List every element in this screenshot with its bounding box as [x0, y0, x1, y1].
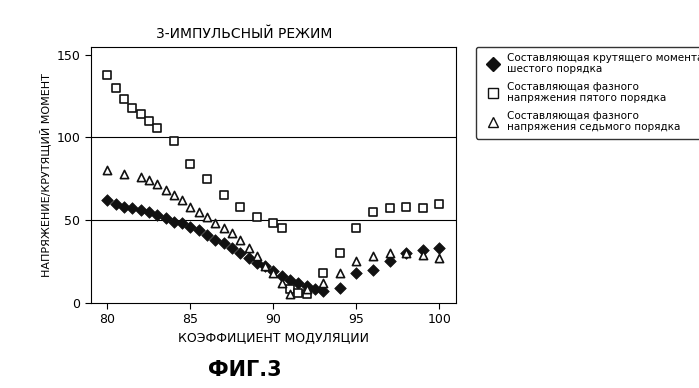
- Point: [135, 207, 146, 213]
- Point: [243, 245, 254, 251]
- Point: [401, 250, 412, 256]
- Point: [143, 118, 154, 124]
- Point: [118, 96, 129, 102]
- Point: [310, 286, 321, 293]
- Point: [193, 209, 204, 215]
- Point: [143, 209, 154, 215]
- Point: [152, 125, 163, 131]
- Point: [434, 201, 445, 207]
- Point: [185, 223, 196, 230]
- Y-axis label: НАПРЯЖЕНИЕ/КРУТЯЩИЙ МОМЕНТ: НАПРЯЖЕНИЕ/КРУТЯЩИЙ МОМЕНТ: [39, 73, 51, 277]
- Point: [301, 283, 312, 289]
- Point: [110, 85, 122, 91]
- Point: [417, 247, 428, 253]
- Legend: Составляющая крутящего момента
шестого порядка, Составляющая фазного
напряжения : Составляющая крутящего момента шестого п…: [476, 47, 699, 139]
- Point: [368, 209, 379, 215]
- Point: [135, 174, 146, 180]
- Point: [201, 214, 212, 220]
- Point: [251, 260, 262, 266]
- Point: [251, 214, 262, 220]
- Point: [284, 286, 296, 293]
- Point: [317, 270, 329, 276]
- Point: [284, 291, 296, 298]
- Point: [317, 280, 329, 286]
- Point: [268, 220, 279, 227]
- Point: [218, 192, 229, 198]
- Point: [384, 258, 395, 265]
- Point: [160, 215, 171, 222]
- Point: [301, 286, 312, 293]
- Point: [168, 138, 180, 144]
- Point: [434, 245, 445, 251]
- Point: [193, 227, 204, 233]
- Point: [384, 250, 395, 256]
- Point: [110, 201, 122, 207]
- Point: [102, 71, 113, 78]
- Point: [334, 285, 345, 291]
- Point: [351, 258, 362, 265]
- Point: [268, 268, 279, 274]
- Point: [301, 291, 312, 298]
- Point: [135, 111, 146, 118]
- Point: [334, 250, 345, 256]
- Point: [268, 270, 279, 276]
- Point: [118, 171, 129, 177]
- Point: [293, 280, 304, 286]
- Point: [401, 204, 412, 210]
- Point: [351, 270, 362, 276]
- Point: [127, 205, 138, 211]
- Point: [251, 253, 262, 260]
- Point: [259, 263, 271, 269]
- Point: [276, 273, 287, 279]
- Point: [417, 252, 428, 258]
- Point: [334, 270, 345, 276]
- Point: [276, 225, 287, 231]
- Point: [293, 289, 304, 296]
- Point: [218, 240, 229, 246]
- Point: [102, 167, 113, 173]
- Point: [434, 255, 445, 261]
- Point: [168, 218, 180, 225]
- Point: [185, 204, 196, 210]
- Point: [152, 212, 163, 218]
- Text: 3-ИМПУЛЬСНЫЙ РЕЖИМ: 3-ИМПУЛЬСНЫЙ РЕЖИМ: [157, 27, 333, 41]
- Point: [284, 276, 296, 282]
- Point: [235, 204, 246, 210]
- Point: [127, 105, 138, 111]
- Point: [168, 192, 180, 198]
- Text: ФИГ.3: ФИГ.3: [208, 360, 282, 380]
- Point: [102, 197, 113, 203]
- Point: [401, 250, 412, 256]
- Point: [384, 205, 395, 211]
- Point: [368, 267, 379, 273]
- Point: [235, 250, 246, 256]
- Point: [259, 263, 271, 269]
- Point: [185, 161, 196, 167]
- Point: [226, 230, 238, 236]
- Point: [177, 220, 188, 227]
- Point: [276, 280, 287, 286]
- Point: [210, 220, 221, 227]
- Point: [243, 255, 254, 261]
- Point: [201, 176, 212, 182]
- Point: [351, 225, 362, 231]
- Point: [160, 187, 171, 193]
- Point: [177, 197, 188, 203]
- Point: [152, 180, 163, 187]
- Point: [118, 204, 129, 210]
- Point: [210, 237, 221, 243]
- Point: [317, 288, 329, 294]
- Point: [235, 237, 246, 243]
- Point: [143, 177, 154, 184]
- Point: [218, 225, 229, 231]
- Point: [201, 232, 212, 238]
- Point: [417, 205, 428, 211]
- Point: [368, 253, 379, 260]
- X-axis label: КОЭФФИЦИЕНТ МОДУЛЯЦИИ: КОЭФФИЦИЕНТ МОДУЛЯЦИИ: [178, 332, 369, 345]
- Point: [226, 245, 238, 251]
